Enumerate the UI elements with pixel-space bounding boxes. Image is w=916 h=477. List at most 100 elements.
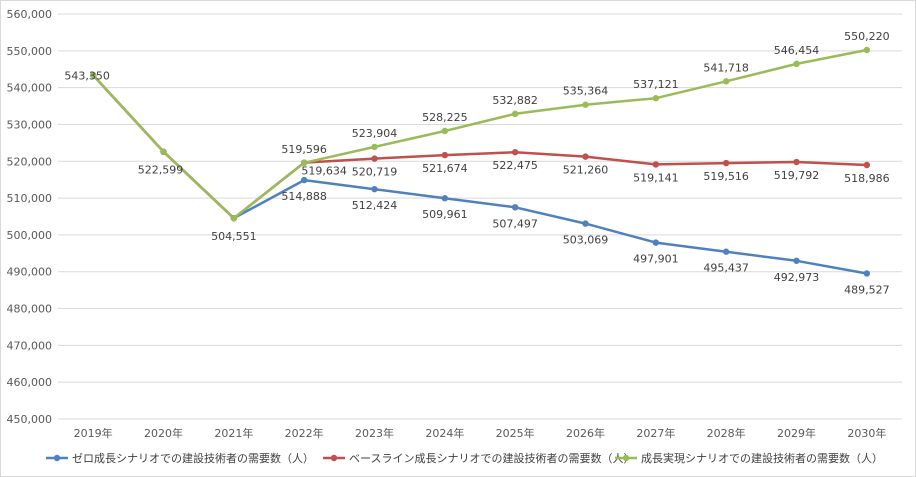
data-label: 519,596 <box>281 143 327 156</box>
data-label: 514,888 <box>281 190 327 203</box>
data-label: 518,986 <box>844 172 890 185</box>
y-tick-label: 550,000 <box>7 45 53 58</box>
data-label: 495,437 <box>703 262 749 275</box>
x-tick-label: 2025年 <box>496 426 535 440</box>
x-tick-label: 2024年 <box>425 426 464 440</box>
data-label: 546,454 <box>774 44 820 57</box>
x-tick-label: 2022年 <box>285 426 324 440</box>
data-labels: 514,888 512,424 509,961 507,497 503,069 497,9… <box>64 30 889 296</box>
y-tick-label: 560,000 <box>7 8 53 21</box>
legend-label: ゼロ成長シナリオでの建設技術者の需要数（人） <box>72 451 314 465</box>
x-tick-label: 2027年 <box>636 426 675 440</box>
data-label: 512,424 <box>352 199 398 212</box>
legend: ゼロ成長シナリオでの建設技術者の需要数（人） ベースライン成長シナリオでの建設技術… <box>46 451 883 465</box>
data-point <box>863 46 871 54</box>
data-point <box>652 239 660 246</box>
data-point <box>722 78 730 85</box>
data-point <box>371 185 378 193</box>
data-point <box>652 95 660 102</box>
data-point <box>511 148 519 156</box>
y-tick-label: 480,000 <box>7 303 53 316</box>
y-tick-label: 540,000 <box>7 82 53 95</box>
data-point <box>441 127 449 135</box>
data-label: 543,350 <box>64 69 110 82</box>
x-axis: 2019年 2020年 2021年 2022年 2023年 2024年 2025年 2026年… <box>74 426 887 440</box>
data-label: 497,901 <box>633 253 679 266</box>
data-point <box>722 248 730 255</box>
data-point <box>863 161 871 169</box>
legend-marker <box>622 454 630 462</box>
data-label: 519,141 <box>633 171 679 184</box>
data-point <box>722 159 730 167</box>
data-label: 519,792 <box>774 169 820 182</box>
series-lines <box>91 48 869 275</box>
data-point <box>652 161 660 168</box>
y-tick-label: 510,000 <box>7 192 53 205</box>
x-tick-label: 2019年 <box>74 426 113 440</box>
x-tick-label: 2026年 <box>566 426 605 440</box>
data-point <box>511 110 519 118</box>
data-point <box>160 148 167 155</box>
series-line <box>91 74 869 220</box>
legend-label: ベースライン成長シナリオでの建設技術者の需要数（人） <box>349 451 634 465</box>
data-point <box>582 220 589 227</box>
data-point <box>582 153 589 160</box>
data-point <box>300 159 308 166</box>
x-tick-label: 2020年 <box>144 426 183 440</box>
y-tick-label: 520,000 <box>7 155 53 168</box>
data-point <box>441 195 449 202</box>
x-tick-label: 2023年 <box>355 426 394 440</box>
data-label: 504,551 <box>211 230 257 243</box>
data-point <box>511 204 519 211</box>
data-label: 509,961 <box>422 208 468 221</box>
data-point <box>371 143 378 151</box>
data-point <box>793 158 800 166</box>
data-point <box>793 257 800 264</box>
y-axis: 450,000 460,000 470,000 480,000 490,000 500,0… <box>7 8 53 426</box>
x-tick-label: 2021年 <box>214 426 253 440</box>
series-points <box>89 46 871 277</box>
data-label: 520,719 <box>352 166 398 179</box>
x-tick-label: 2029年 <box>777 426 816 440</box>
data-point <box>793 60 800 68</box>
data-label: 523,904 <box>352 127 398 140</box>
data-point <box>863 270 871 277</box>
series-line <box>91 48 869 220</box>
data-point <box>300 176 308 184</box>
data-label: 528,225 <box>422 111 468 124</box>
y-tick-label: 490,000 <box>7 266 53 279</box>
data-label: 541,718 <box>703 61 749 74</box>
legend-label: 成長実現シナリオでの建設技術者の需要数（人） <box>641 451 883 465</box>
legend-marker <box>53 454 61 462</box>
data-point <box>371 155 378 162</box>
data-label: 521,674 <box>422 162 468 175</box>
data-point <box>230 214 238 222</box>
data-label: 537,121 <box>633 78 679 91</box>
data-label: 507,497 <box>492 217 538 230</box>
series-line <box>91 74 869 275</box>
data-label: 532,882 <box>492 94 538 107</box>
data-point <box>441 151 449 159</box>
data-label: 521,260 <box>563 164 609 177</box>
y-tick-label: 500,000 <box>7 229 53 242</box>
gridlines <box>58 13 902 420</box>
y-tick-label: 450,000 <box>7 413 53 426</box>
y-tick-label: 470,000 <box>7 339 53 352</box>
data-label: 535,364 <box>563 85 609 98</box>
x-tick-label: 2028年 <box>707 426 746 440</box>
data-point <box>582 101 589 108</box>
data-label: 522,599 <box>138 164 184 177</box>
data-label: 519,516 <box>703 170 749 183</box>
data-label: 522,475 <box>492 159 538 172</box>
y-tick-label: 460,000 <box>7 376 53 389</box>
x-tick-label: 2030年 <box>847 426 886 440</box>
y-tick-label: 530,000 <box>7 118 53 131</box>
data-label: 489,527 <box>844 283 890 296</box>
data-point <box>89 72 97 79</box>
legend-marker <box>330 454 338 462</box>
data-label: 492,973 <box>774 271 820 284</box>
data-label: 550,220 <box>844 30 890 43</box>
data-label: 519,634 <box>301 165 347 178</box>
